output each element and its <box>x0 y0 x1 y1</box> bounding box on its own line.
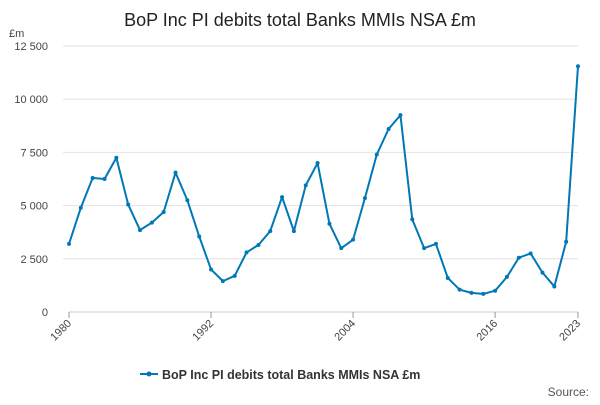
data-point[interactable] <box>256 242 261 247</box>
data-point[interactable] <box>386 126 391 131</box>
x-tick-label: 2016 <box>474 318 500 344</box>
data-point[interactable] <box>504 274 509 279</box>
chart-title: BoP Inc PI debits total Banks MMIs NSA £… <box>124 10 476 30</box>
data-point[interactable] <box>481 291 486 296</box>
data-point[interactable] <box>327 221 332 226</box>
data-point[interactable] <box>398 113 403 118</box>
data-point[interactable] <box>67 241 71 246</box>
data-point[interactable] <box>161 209 166 214</box>
y-tick-label: 5 000 <box>20 201 48 213</box>
data-point[interactable] <box>232 273 237 278</box>
legend-label: BoP Inc PI debits total Banks MMIs NSA £… <box>162 368 420 382</box>
data-point[interactable] <box>351 237 356 242</box>
data-point[interactable] <box>315 161 320 166</box>
grid-lines <box>63 45 578 260</box>
data-point[interactable] <box>516 255 521 260</box>
data-point[interactable] <box>469 290 474 295</box>
data-point[interactable] <box>291 229 296 234</box>
legend-swatch-marker <box>146 371 152 377</box>
data-point[interactable] <box>197 234 202 239</box>
data-point[interactable] <box>457 287 462 292</box>
y-tick-label: 2 500 <box>20 254 48 266</box>
data-point[interactable] <box>433 241 438 246</box>
data-point[interactable] <box>173 170 178 175</box>
data-point[interactable] <box>220 279 225 284</box>
data-point[interactable] <box>280 195 285 200</box>
data-point[interactable] <box>268 229 273 234</box>
data-point[interactable] <box>362 196 367 201</box>
data-point[interactable] <box>339 246 344 251</box>
legend[interactable]: BoP Inc PI debits total Banks MMIs NSA £… <box>140 368 420 382</box>
data-point[interactable] <box>185 198 190 203</box>
data-point[interactable] <box>445 275 450 280</box>
data-point[interactable] <box>576 64 580 69</box>
data-point[interactable] <box>422 246 427 251</box>
series-layer <box>67 64 580 296</box>
source-label: Source: <box>548 385 589 399</box>
data-point[interactable] <box>78 205 83 210</box>
x-tick-label: 1980 <box>48 318 74 344</box>
y-tick-label: 10 000 <box>14 94 48 106</box>
data-point[interactable] <box>244 250 249 255</box>
data-point[interactable] <box>493 288 498 293</box>
data-point[interactable] <box>374 152 379 157</box>
data-point[interactable] <box>410 217 415 222</box>
x-tick-label: 2023 <box>557 318 583 344</box>
data-point[interactable] <box>303 183 308 188</box>
y-tick-label: 12 500 <box>14 41 48 53</box>
axes: 0 2 500 5 000 7 500 10 000 12 500 1980 1992 2004… <box>14 41 583 343</box>
y-axis-label: £m <box>9 28 24 40</box>
data-point[interactable] <box>138 228 143 233</box>
series-line <box>68 66 579 295</box>
data-point[interactable] <box>540 270 545 275</box>
data-point[interactable] <box>102 177 107 181</box>
data-point[interactable] <box>114 155 119 160</box>
data-point[interactable] <box>90 175 95 180</box>
data-point[interactable] <box>564 239 569 244</box>
data-point[interactable] <box>126 202 131 207</box>
y-tick-label: 0 <box>42 307 48 319</box>
data-point[interactable] <box>528 251 533 256</box>
data-point[interactable] <box>149 220 154 225</box>
y-tick-label: 7 500 <box>20 147 48 159</box>
data-point[interactable] <box>209 267 214 272</box>
data-point[interactable] <box>552 284 557 289</box>
x-tick-label: 2004 <box>332 318 358 344</box>
x-tick-label: 1992 <box>190 318 216 344</box>
